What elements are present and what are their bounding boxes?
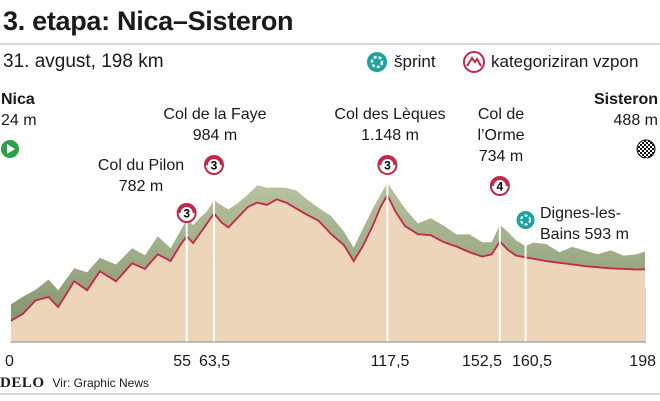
x-tick-label: 55 (173, 353, 191, 370)
climb-name: Col de (477, 106, 525, 123)
legend-climb: kategoriziran vzpon (463, 50, 638, 74)
page-title: 3. etapa: Nica–Sisteron (3, 6, 294, 36)
brand-logo: DELO (0, 374, 45, 391)
climb-label-leques: Col des Lèques 1.148 m (334, 104, 445, 146)
page-subtitle: 31. avgust, 198 km (3, 51, 164, 72)
sprint-badge (516, 211, 535, 229)
sprint-name-line2: Bains 593 m (540, 226, 629, 243)
start-name: Nica (1, 91, 35, 108)
legend-climb-label: kategoriziran vzpon (491, 52, 639, 71)
x-tick-label: 160,5 (512, 353, 552, 370)
finish-marker (636, 139, 656, 159)
climb-category-badge: 3 (176, 203, 197, 223)
climb-category-label: 3 (183, 207, 190, 221)
climb-label-pilon: Col du Pilon 782 m (98, 155, 184, 197)
legend-sprint: šprint (366, 50, 436, 74)
x-tick-label: 198 (629, 353, 656, 370)
finish-elevation: 488 m (613, 112, 658, 129)
play-icon (7, 144, 15, 154)
climb-elevation: 782 m (118, 178, 164, 195)
legend-sprint-label: šprint (394, 52, 436, 71)
climb-name-line2: l’Orme (477, 127, 525, 144)
elevation-area (10, 195, 646, 342)
climb-icon (463, 51, 485, 73)
x-tick-label: 152,5 (462, 353, 502, 370)
climb-category-label: 4 (497, 180, 504, 194)
climb-elevation: 984 m (192, 127, 238, 144)
climb-category-label: 3 (211, 159, 218, 173)
finish-name: Sisteron (593, 91, 658, 108)
climb-category-badge: 3 (203, 155, 224, 175)
sprint-label: Dignes-les- Bains 593 m (540, 203, 629, 245)
climb-label-orme: Col de l’Orme 734 m (477, 104, 524, 167)
climb-category-badge: 3 (377, 155, 398, 175)
climb-elevation: 734 m (478, 148, 524, 165)
x-tick-label: 0 (5, 353, 14, 370)
x-tick-label: 117,5 (371, 353, 410, 370)
sprint-name: Dignes-les- (540, 205, 621, 222)
climb-name: Col des Lèques (334, 106, 446, 123)
climb-elevation: 1.148 m (361, 127, 419, 144)
start-elevation: 24 m (1, 112, 37, 129)
elevation-line (9, 193, 647, 323)
climb-category-badge: 4 (489, 176, 510, 196)
sprint-icon (367, 52, 387, 72)
climb-category-label: 3 (384, 159, 391, 173)
start-marker (1, 140, 19, 158)
x-tick-label: 63,5 (199, 353, 230, 370)
climb-name: Col du Pilon (97, 157, 185, 174)
climb-label-faye: Col de la Faye 984 m (163, 104, 266, 146)
source-credit: Vir: Graphic News (52, 376, 149, 390)
climb-name: Col de la Faye (163, 106, 267, 123)
footer: DELO Vir: Graphic News (0, 374, 149, 392)
